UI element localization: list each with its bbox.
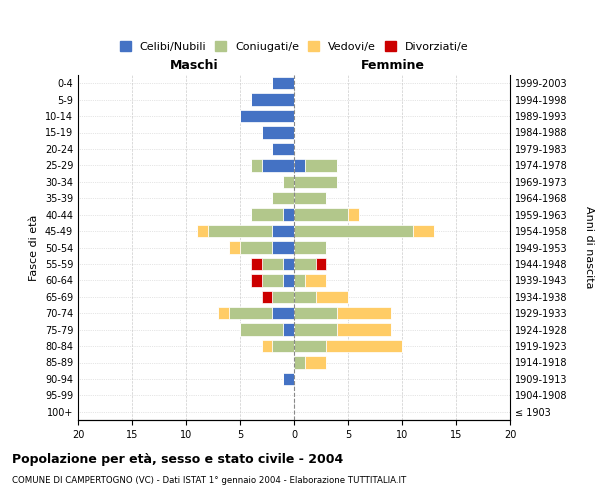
Legend: Celibi/Nubili, Coniugati/e, Vedovi/e, Divorziati/e: Celibi/Nubili, Coniugati/e, Vedovi/e, Di…	[118, 39, 470, 54]
Bar	[240, 242, 272, 254]
Bar	[272, 307, 294, 320]
Bar	[283, 373, 294, 385]
Bar	[337, 324, 391, 336]
Bar	[208, 225, 272, 237]
Bar	[305, 274, 326, 286]
Bar	[294, 225, 413, 237]
Bar	[283, 324, 294, 336]
Bar	[272, 192, 294, 204]
Bar	[272, 290, 294, 303]
Bar	[316, 258, 326, 270]
Text: COMUNE DI CAMPERTOGNO (VC) - Dati ISTAT 1° gennaio 2004 - Elaborazione TUTTITALI: COMUNE DI CAMPERTOGNO (VC) - Dati ISTAT …	[12, 476, 406, 485]
Bar	[262, 340, 272, 352]
Bar	[251, 94, 294, 106]
Bar	[240, 110, 294, 122]
Bar	[229, 307, 272, 320]
Bar	[348, 208, 359, 221]
Bar	[294, 242, 326, 254]
Bar	[218, 307, 229, 320]
Bar	[294, 208, 348, 221]
Bar	[272, 77, 294, 90]
Bar	[294, 340, 326, 352]
Bar	[262, 159, 294, 172]
Bar	[229, 242, 240, 254]
Bar	[294, 290, 316, 303]
Bar	[272, 340, 294, 352]
Bar	[283, 176, 294, 188]
Bar	[272, 242, 294, 254]
Bar	[240, 324, 283, 336]
Bar	[337, 307, 391, 320]
Text: Maschi: Maschi	[170, 58, 219, 71]
Bar	[294, 356, 305, 368]
Bar	[326, 340, 402, 352]
Bar	[251, 274, 262, 286]
Bar	[413, 225, 434, 237]
Bar	[294, 192, 326, 204]
Bar	[272, 225, 294, 237]
Y-axis label: Fasce di età: Fasce di età	[29, 214, 39, 280]
Bar	[283, 208, 294, 221]
Bar	[294, 274, 305, 286]
Bar	[272, 143, 294, 155]
Bar	[283, 258, 294, 270]
Bar	[294, 176, 337, 188]
Bar	[251, 258, 262, 270]
Text: Femmine: Femmine	[361, 58, 425, 71]
Bar	[197, 225, 208, 237]
Bar	[294, 324, 337, 336]
Bar	[283, 274, 294, 286]
Bar	[294, 159, 305, 172]
Bar	[294, 307, 337, 320]
Bar	[305, 159, 337, 172]
Bar	[294, 258, 316, 270]
Bar	[251, 159, 262, 172]
Text: Popolazione per età, sesso e stato civile - 2004: Popolazione per età, sesso e stato civil…	[12, 452, 343, 466]
Bar	[262, 274, 283, 286]
Bar	[262, 258, 283, 270]
Bar	[251, 208, 283, 221]
Bar	[316, 290, 348, 303]
Bar	[262, 290, 272, 303]
Bar	[305, 356, 326, 368]
Y-axis label: Anni di nascita: Anni di nascita	[584, 206, 594, 289]
Bar	[262, 126, 294, 138]
